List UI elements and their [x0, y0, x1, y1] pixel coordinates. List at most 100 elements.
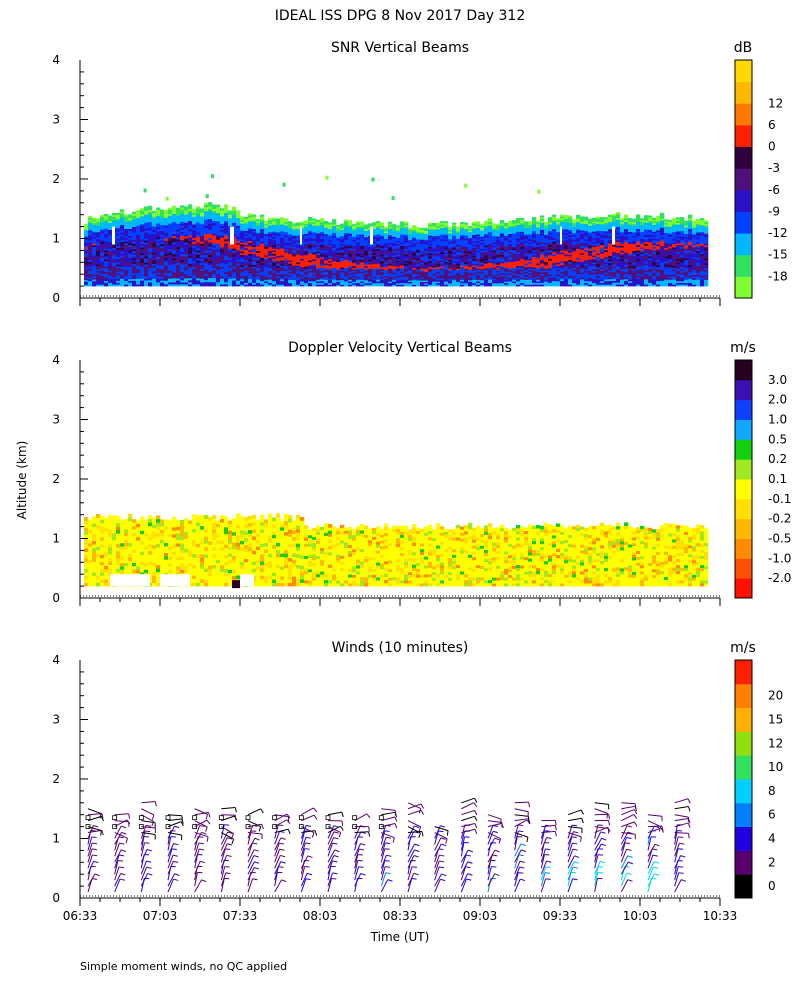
snr-cell [476, 266, 481, 269]
snr-cell [324, 227, 329, 230]
snr-cell [448, 241, 453, 244]
snr-cell [408, 232, 413, 235]
snr-cell [104, 250, 109, 253]
snr-cell [448, 277, 453, 280]
snr-cell [452, 243, 457, 246]
snr-cell [580, 275, 585, 278]
snr-cell [200, 272, 205, 275]
snr-cell [216, 255, 221, 258]
snr-cell [424, 280, 429, 283]
snr-cell [364, 249, 369, 251]
snr-cell [132, 252, 137, 255]
snr-cell [476, 258, 481, 261]
snr-cell [288, 274, 293, 277]
snr-cell [508, 240, 513, 243]
snr-cell [548, 236, 553, 239]
snr-cell [300, 248, 305, 251]
snr-cell [140, 276, 145, 279]
snr-cell [260, 230, 265, 233]
snr-cell [324, 277, 329, 280]
snr-cell [508, 233, 513, 236]
snr-cell [452, 282, 457, 285]
snr-cell [160, 270, 165, 273]
snr-cell [212, 259, 217, 262]
snr-cell [332, 260, 337, 263]
snr-cell [88, 275, 93, 278]
snr-cell [348, 284, 353, 287]
snr-cell [332, 282, 337, 285]
snr-cell [532, 237, 537, 240]
snr-cell [220, 278, 225, 281]
snr-cell [484, 268, 489, 271]
snr-cell [184, 210, 189, 213]
snr-cell [340, 270, 345, 273]
snr-cell [132, 243, 137, 246]
snr-cell [520, 269, 525, 272]
snr-cell [388, 250, 393, 253]
snr-cell [436, 284, 441, 287]
snr-cell [428, 267, 433, 269]
snr-cell [104, 239, 109, 242]
snr-cell [560, 270, 565, 273]
snr-cell [576, 218, 581, 221]
snr-cell [108, 245, 113, 248]
snr-cell [224, 273, 229, 277]
snr-cell [360, 266, 365, 269]
snr-cell [156, 276, 161, 279]
snr-cell [532, 280, 537, 283]
snr-cell [536, 227, 541, 230]
snr-cell [400, 232, 405, 235]
snr-cell [420, 230, 425, 233]
snr-cell [308, 225, 313, 228]
snr-cell [552, 223, 557, 226]
snr-cell [288, 282, 293, 285]
snr-cell [260, 248, 265, 251]
snr-cell [544, 229, 549, 232]
snr-cell [212, 267, 217, 271]
snr-cell [296, 270, 301, 273]
snr-cell [332, 274, 337, 277]
snr-cell [96, 242, 101, 245]
snr-cell [348, 264, 353, 267]
snr-cell [528, 237, 533, 240]
snr-cell [276, 238, 281, 241]
snr-cell [568, 215, 573, 218]
snr-cell [564, 241, 569, 244]
snr-cell [388, 268, 393, 271]
snr-cell [188, 214, 193, 217]
snr-cell [440, 227, 445, 230]
snr-cell [260, 277, 265, 280]
snr-cell [416, 283, 421, 285]
snr-cell [580, 273, 585, 276]
snr-cell [536, 258, 541, 261]
snr-cell [268, 269, 273, 272]
snr-cell [380, 254, 385, 257]
snr-cell [368, 262, 373, 265]
snr-cell [340, 232, 345, 235]
snr-cell [320, 245, 325, 248]
snr-cell [448, 240, 453, 243]
snr-cell [548, 251, 553, 254]
snr-cell [580, 237, 585, 240]
snr-cell [108, 271, 113, 275]
snr-cell [504, 226, 509, 228]
snr-cell [360, 261, 365, 264]
snr-cell [96, 272, 101, 275]
snr-cell [136, 225, 141, 228]
snr-cell [480, 241, 485, 243]
snr-cell [416, 245, 421, 247]
snr-cell [488, 257, 493, 260]
snr-cell [124, 246, 129, 249]
snr-cell [360, 273, 365, 276]
snr-cell [188, 284, 193, 287]
snr-cell [192, 284, 197, 287]
snr-cell [144, 224, 149, 227]
snr-cell [388, 261, 393, 264]
snr-cell [360, 279, 365, 282]
snr-cell [396, 284, 401, 287]
snr-cell [160, 268, 165, 272]
snr-cell [96, 277, 101, 280]
snr-cell [504, 233, 509, 236]
snr-cell [420, 229, 425, 231]
snr-cell [92, 267, 97, 270]
